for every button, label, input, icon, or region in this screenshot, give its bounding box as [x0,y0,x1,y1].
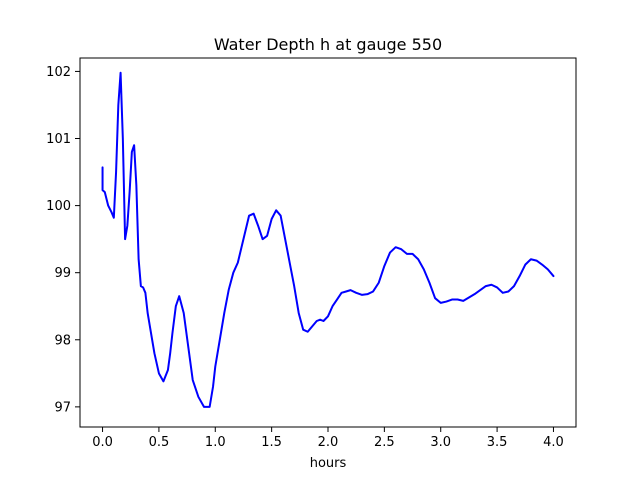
x-tick-label: 4.0 [543,435,564,450]
x-tick-label: 3.0 [430,435,451,450]
y-tick-label: 99 [54,266,71,281]
x-axis: 0.0 0.5 1.0 1.5 2.0 2.5 3.0 3.5 4.0 [92,427,564,450]
y-tick-label: 102 [46,65,71,80]
plot-layer [101,71,555,408]
y-axis: 97 98 99 100 101 102 [46,65,80,415]
y-tick-label: 100 [46,199,71,214]
y-tick-label: 98 [54,333,71,348]
x-tick-label: 3.5 [487,435,508,450]
x-tick-label: 1.0 [205,435,226,450]
x-tick-label: 0.0 [92,435,113,450]
series-line-0 [101,71,555,408]
chart-title: Water Depth h at gauge 550 [214,35,442,54]
x-tick-label: 2.0 [318,435,339,450]
y-tick-label: 101 [46,132,71,147]
x-axis-label: hours [310,456,347,471]
y-tick-label: 97 [54,400,71,415]
x-tick-label: 2.5 [374,435,395,450]
x-tick-label: 1.5 [261,435,282,450]
x-tick-label: 0.5 [149,435,170,450]
